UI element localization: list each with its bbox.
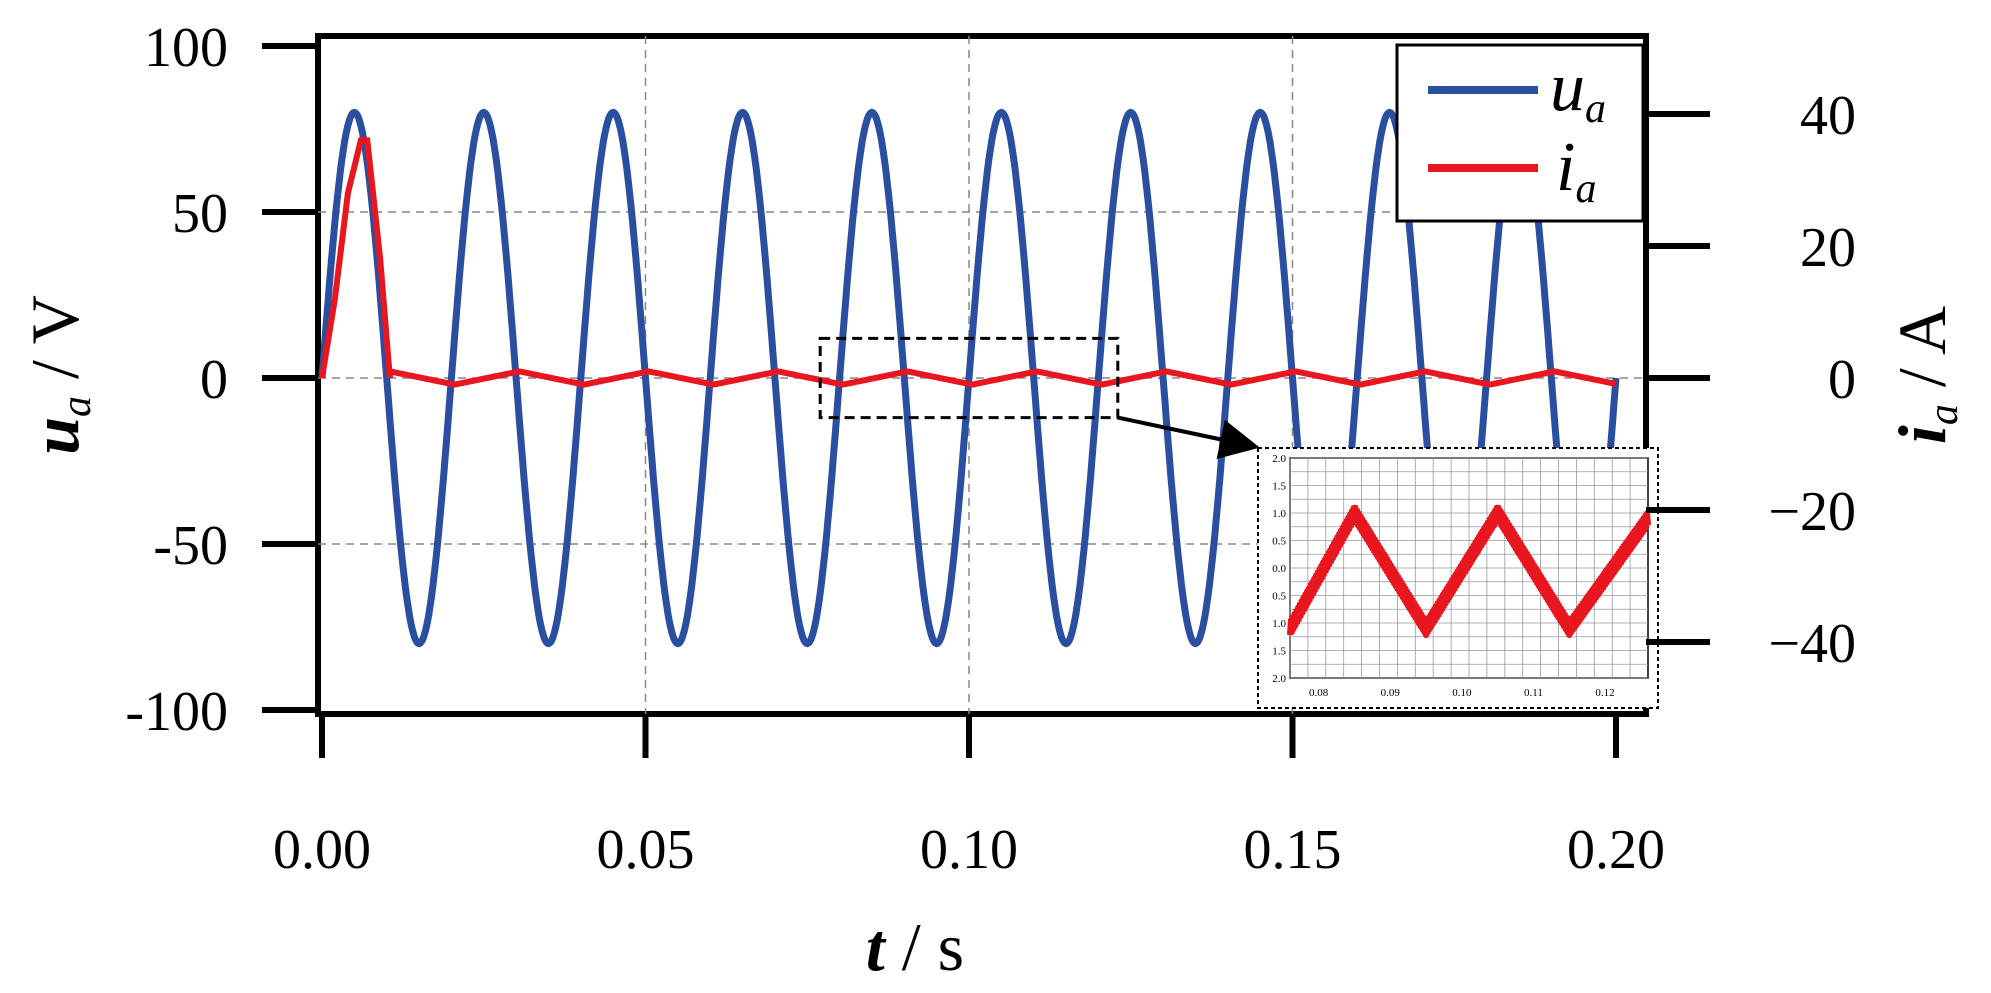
x-tick-label: 0.20: [1567, 819, 1665, 881]
x-tick-label: 0.10: [920, 819, 1018, 881]
y-right-tick-label: 0: [1828, 349, 1856, 411]
inset-x-tick-label: 0.12: [1595, 687, 1614, 699]
x-axis-title: t / s: [866, 909, 964, 985]
inset-x-tick-label: 0.08: [1309, 687, 1329, 699]
legend-label-ua: ua: [1550, 49, 1606, 132]
x-tick-label: 0.05: [597, 819, 695, 881]
inset-x-tick-label: 0.11: [1524, 687, 1543, 699]
inset-y-tick-label: 1.0: [1272, 618, 1286, 630]
inset-y-tick-label: 0.0: [1272, 563, 1286, 575]
inset-x-tick-label: 0.10: [1452, 687, 1472, 699]
y-axis-title-left: ua / V: [17, 295, 100, 455]
y-left-tick-label: 0: [200, 349, 228, 411]
y-axis-title-right: ia / A: [1884, 306, 1967, 444]
axes: 0.00 0.05 0.10 0.15 0.20 100 50 0 -50 -100 40 20 0 −2…: [125, 17, 1856, 881]
series-line-ia: [319, 137, 1617, 388]
y-left-tick-label: -50: [153, 515, 228, 577]
inset-series-line-ia: [1287, 504, 1651, 639]
x-tick-label: 0.00: [273, 819, 371, 881]
x-tick-label: 0.15: [1244, 819, 1342, 881]
y-right-tick-label: −40: [1768, 613, 1856, 675]
y-left-tick-label: -100: [125, 681, 228, 743]
inset-y-tick-label: 0.5: [1272, 536, 1286, 548]
inset-y-tick-label: 2.0: [1272, 673, 1286, 685]
zoom-arrow: [1117, 415, 1260, 459]
legend-label-ia: ia: [1556, 129, 1596, 212]
inset: 0.08 0.09 0.10 0.11 0.12 2.0 1.5 1.0 0.5 0.0 0.5 1.…: [1257, 447, 1659, 709]
legend: ua ia: [1395, 43, 1645, 223]
inset-y-tick-label: 1.0: [1272, 508, 1286, 520]
inset-y-tick-label: 2.0: [1272, 453, 1286, 465]
y-right-tick-label: 40: [1800, 85, 1856, 147]
inset-x-tick-label: 0.09: [1381, 687, 1401, 699]
zoom-box: [818, 336, 1120, 420]
y-right-tick-label: −20: [1768, 481, 1856, 543]
legend-box: [1395, 43, 1645, 223]
y-right-tick-label: 20: [1800, 217, 1856, 279]
inset-y-tick-label: 0.5: [1272, 591, 1286, 603]
y-left-tick-label: 50: [172, 183, 228, 245]
inset-y-tick-label: 1.5: [1272, 646, 1286, 658]
y-left-tick-label: 100: [144, 17, 228, 79]
inset-y-tick-label: 1.5: [1272, 481, 1286, 493]
